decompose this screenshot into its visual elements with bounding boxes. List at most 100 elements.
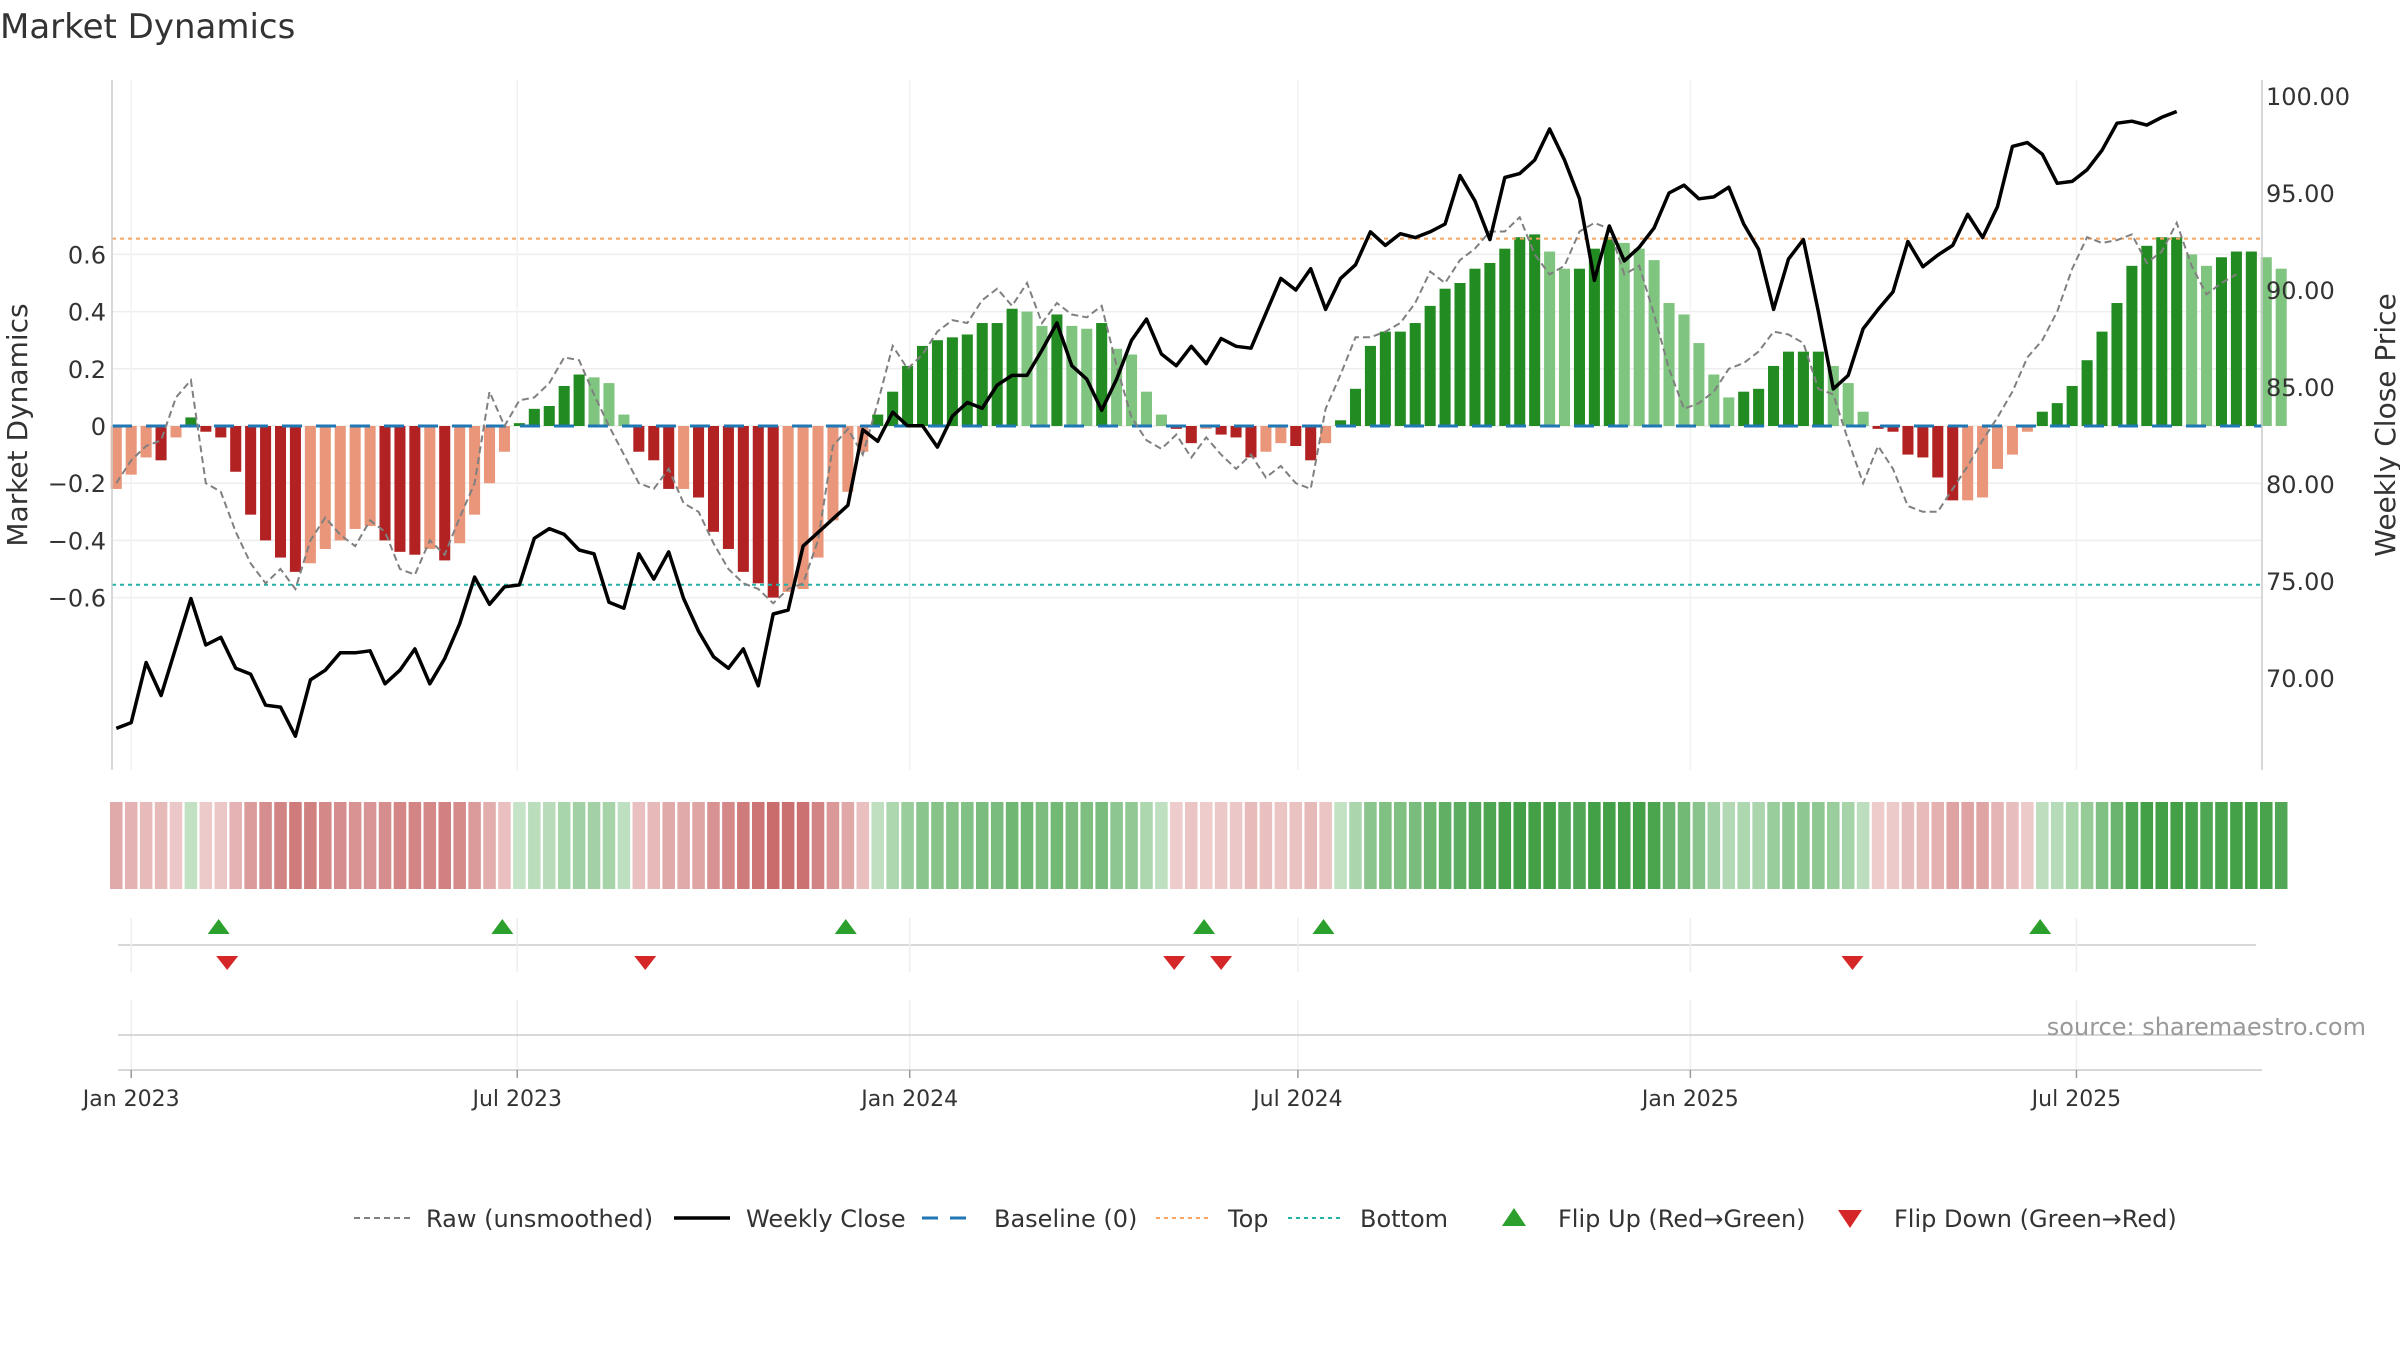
- heat-cell: [916, 802, 929, 889]
- dynamics-bar: [439, 426, 451, 561]
- dynamics-bar: [1678, 314, 1690, 426]
- dynamics-bar: [185, 417, 197, 426]
- dynamics-bar: [1618, 242, 1630, 426]
- dynamics-bar: [543, 405, 555, 426]
- dynamics-bar: [857, 426, 869, 452]
- dynamics-bar: [1887, 426, 1899, 432]
- dynamics-bar: [902, 365, 914, 426]
- dynamics-bar: [2051, 403, 2063, 426]
- heat-cell: [1259, 802, 1273, 889]
- dynamics-bar: [2141, 245, 2153, 426]
- dynamics-bar: [1036, 325, 1048, 426]
- dynamics-bar: [1932, 426, 1944, 478]
- dynamics-bar: [1066, 325, 1078, 426]
- heat-cell: [2155, 802, 2169, 889]
- dynamics-bar: [633, 426, 645, 452]
- x-tick-label: Jul 2025: [2030, 1087, 2122, 1112]
- heat-cell: [1289, 802, 1303, 889]
- heat-cell: [1274, 802, 1288, 889]
- dynamics-bar: [827, 426, 839, 521]
- heat-cell: [677, 802, 690, 889]
- heat-cell: [1916, 802, 1930, 889]
- dynamics-bar: [707, 426, 720, 532]
- heat-cell: [871, 802, 884, 889]
- heat-cell: [2080, 802, 2094, 889]
- heat-cell: [1528, 802, 1541, 889]
- heat-cell: [1692, 802, 1706, 889]
- heat-cell: [1229, 802, 1243, 889]
- legend-label: Bottom: [1360, 1205, 1448, 1233]
- dynamics-bar: [513, 423, 525, 426]
- heat-cell: [304, 802, 317, 889]
- y-tick-label: −0.4: [48, 527, 106, 555]
- heat-cell: [244, 802, 257, 889]
- heat-cell: [737, 802, 750, 889]
- y-tick-label: 0.2: [68, 356, 106, 384]
- dynamics-bar: [1902, 426, 1914, 455]
- dynamics-bar: [1320, 426, 1332, 444]
- dynamics-bar: [379, 426, 391, 541]
- dynamics-bar: [573, 374, 585, 426]
- heat-cell: [1394, 802, 1407, 889]
- legend-label: Flip Up (Red→Green): [1558, 1205, 1806, 1233]
- weekly-close-line: [115, 109, 2178, 738]
- dynamics-bar: [1454, 283, 1466, 426]
- heat-cell: [2170, 802, 2183, 889]
- heat-cell: [647, 802, 661, 889]
- heat-cell: [319, 802, 332, 889]
- dynamics-bar: [1215, 426, 1227, 435]
- heat-cell: [169, 802, 183, 889]
- dynamics-bar: [2126, 265, 2138, 426]
- heat-cell: [617, 802, 631, 889]
- heat-cell: [1513, 802, 1527, 889]
- heat-cell: [1005, 802, 1019, 889]
- heat-cell: [2125, 802, 2139, 889]
- dynamics-bar: [1364, 345, 1376, 426]
- heat-cell: [692, 802, 705, 889]
- heat-cell: [1961, 802, 1974, 889]
- heat-cell: [1468, 802, 1482, 889]
- legend-entry: Weekly Close: [674, 1205, 906, 1233]
- dynamics-bar: [2021, 426, 2033, 432]
- flip-down-marker: [1210, 956, 1233, 970]
- dynamics-bar: [1962, 426, 1974, 501]
- dynamics-bar: [812, 426, 824, 558]
- legend: Raw (unsmoothed) Weekly Close Baseline (0)…: [354, 1205, 2177, 1233]
- heat-cell: [557, 802, 571, 889]
- heat-cell: [1438, 802, 1452, 889]
- dynamics-bar: [2186, 254, 2198, 426]
- heat-cell: [1976, 802, 1989, 889]
- heat-cell: [333, 802, 347, 889]
- heat-cell: [1334, 802, 1347, 889]
- dynamics-bar: [1544, 251, 1556, 426]
- dynamics-bar: [2036, 411, 2048, 426]
- heat-cell: [1812, 802, 1825, 889]
- heat-cell: [990, 802, 1004, 889]
- right-y-ticks: 100.00 95.00 90.00 85.00 80.00 75.00 70.00: [2266, 83, 2350, 693]
- heat-cell: [1632, 802, 1646, 889]
- left-y-ticks: 0.6 0.4 0.2 0 −0.2 −0.4 −0.6: [48, 241, 106, 612]
- dynamics-bar: [991, 323, 1003, 426]
- dynamics-bar: [1484, 262, 1496, 426]
- heat-cell: [1617, 802, 1631, 889]
- dynamics-bar: [200, 426, 212, 432]
- flip-up-marker: [1193, 919, 1216, 934]
- dynamics-bar: [558, 385, 570, 426]
- heat-cell: [2110, 802, 2124, 889]
- left-y-axis-label: Market Dynamics: [1, 303, 34, 546]
- heat-cell: [662, 802, 675, 889]
- heat-cell: [528, 802, 541, 889]
- dynamics-bar: [1051, 314, 1063, 426]
- dynamics-bar: [1335, 420, 1347, 426]
- flip-down-marker: [634, 956, 657, 970]
- heat-cell: [1991, 802, 2004, 889]
- heat-cell: [1155, 802, 1168, 889]
- dynamics-bar: [274, 426, 287, 558]
- heat-cell: [1214, 802, 1228, 889]
- heat-cell: [886, 802, 899, 889]
- y2-tick-label: 80.00: [2266, 471, 2335, 499]
- heat-cell: [1349, 802, 1362, 889]
- dynamics-bar: [2230, 251, 2242, 426]
- dynamics-bar: [1529, 234, 1541, 426]
